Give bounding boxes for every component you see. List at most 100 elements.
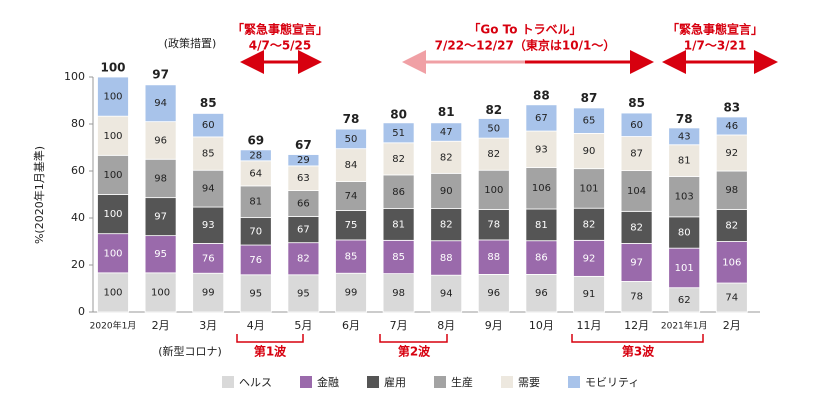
bar-segment (144, 235, 177, 274)
legend-label: ヘルス (239, 376, 272, 389)
value-label: 76 (202, 253, 215, 264)
y-tick-label: 60 (71, 164, 85, 177)
legend-swatch (434, 376, 446, 388)
legend-label: 生産 (451, 375, 473, 389)
value-label: 78 (487, 220, 500, 231)
value-label: 81 (249, 197, 262, 208)
value-label: 82 (487, 149, 500, 160)
value-label: 100 (103, 248, 122, 259)
value-label: 82 (630, 222, 643, 233)
value-label: 93 (202, 220, 215, 231)
legend-swatch (300, 376, 312, 388)
bar-segment (287, 242, 320, 276)
bar-segment (477, 118, 510, 139)
bar-segment (573, 239, 605, 277)
value-label: 82 (440, 220, 453, 231)
value-label: 90 (440, 186, 453, 197)
value-label: 65 (583, 116, 596, 127)
value-label: 74 (725, 293, 738, 304)
value-label: 43 (678, 131, 691, 142)
bar-segment (525, 104, 558, 132)
bar-segment (287, 165, 320, 191)
value-label: 100 (151, 287, 170, 298)
x-tick-label: 2020年1月 (90, 320, 137, 332)
policy-period: 7/22〜12/27（東京は10/1〜） (435, 38, 616, 53)
value-label: 98 (725, 185, 738, 196)
y-tick-label: 40 (71, 211, 85, 224)
bar-segment (239, 217, 272, 246)
value-label: 92 (583, 253, 596, 264)
total-label: 67 (295, 138, 312, 152)
total-label: 85 (628, 96, 645, 110)
x-tick-label: 3月 (199, 319, 217, 332)
total-label: 100 (100, 61, 125, 75)
value-label: 97 (154, 212, 167, 223)
legend-label: 雇用 (384, 375, 406, 389)
wave-bracket (379, 334, 448, 343)
bar-segment (192, 243, 225, 274)
y-tick-label: 0 (78, 305, 85, 318)
bar-segment (382, 122, 415, 144)
bar-segment (239, 149, 272, 162)
value-label: 82 (297, 254, 310, 265)
bar-segment (715, 282, 748, 313)
bar-segment (97, 76, 129, 117)
bar-segment (430, 140, 463, 174)
bar-segment (715, 241, 748, 284)
value-label: 91 (583, 289, 596, 300)
value-label: 28 (249, 150, 262, 161)
value-label: 88 (487, 252, 500, 263)
x-tick-label: 2月 (723, 319, 741, 332)
wave: 第2波 (398, 344, 431, 359)
bar-segment (715, 116, 748, 136)
legend-swatch (568, 376, 580, 388)
bar-segment (192, 136, 225, 171)
bar-segment (430, 172, 463, 210)
value-label: 82 (440, 152, 453, 163)
bar-segment (192, 113, 225, 138)
total-label: 88 (533, 89, 550, 103)
total-label: 78 (676, 112, 693, 126)
value-label: 100 (103, 92, 122, 103)
bar-segment (287, 274, 320, 313)
total-label: 97 (152, 68, 169, 82)
bar-segment (430, 122, 463, 142)
wave-bracket (571, 334, 704, 343)
bar-segment (573, 207, 605, 241)
bar-segment (239, 244, 272, 276)
x-tick-label: 11月 (577, 319, 602, 332)
total-label: 78 (343, 112, 360, 126)
value-label: 86 (535, 253, 548, 264)
value-label: 94 (202, 184, 215, 195)
bar-segment (620, 136, 653, 172)
bar-segment (144, 272, 177, 313)
value-label: 85 (345, 252, 358, 263)
x-tick-label: 7月 (390, 319, 408, 332)
bar-segment (144, 84, 177, 123)
value-label: 94 (440, 289, 453, 300)
value-label: 99 (345, 288, 358, 299)
legend-swatch (222, 376, 234, 388)
y-tick-label: 80 (71, 117, 85, 130)
bar-segment (382, 273, 415, 313)
bar-segment (287, 216, 320, 244)
wave: 第1波 (254, 344, 287, 359)
bar-segment (430, 240, 463, 276)
bar-segment (620, 170, 653, 212)
value-label: 100 (103, 170, 122, 181)
value-label: 81 (535, 220, 548, 231)
bar-segment (668, 127, 701, 146)
wave-label: (新型コロナ) (158, 344, 222, 358)
bar-segment (668, 216, 701, 249)
value-label: 100 (103, 131, 122, 142)
value-label: 78 (630, 292, 643, 303)
policy-period: 4/7〜5/25 (249, 39, 312, 53)
bar-segment (239, 274, 272, 313)
x-tick-label: 12月 (624, 319, 649, 332)
bar-segment (477, 169, 510, 210)
bar-segment (382, 174, 415, 210)
value-label: 100 (103, 209, 122, 220)
x-tick-label: 2月 (152, 319, 170, 332)
value-label: 75 (345, 220, 358, 231)
